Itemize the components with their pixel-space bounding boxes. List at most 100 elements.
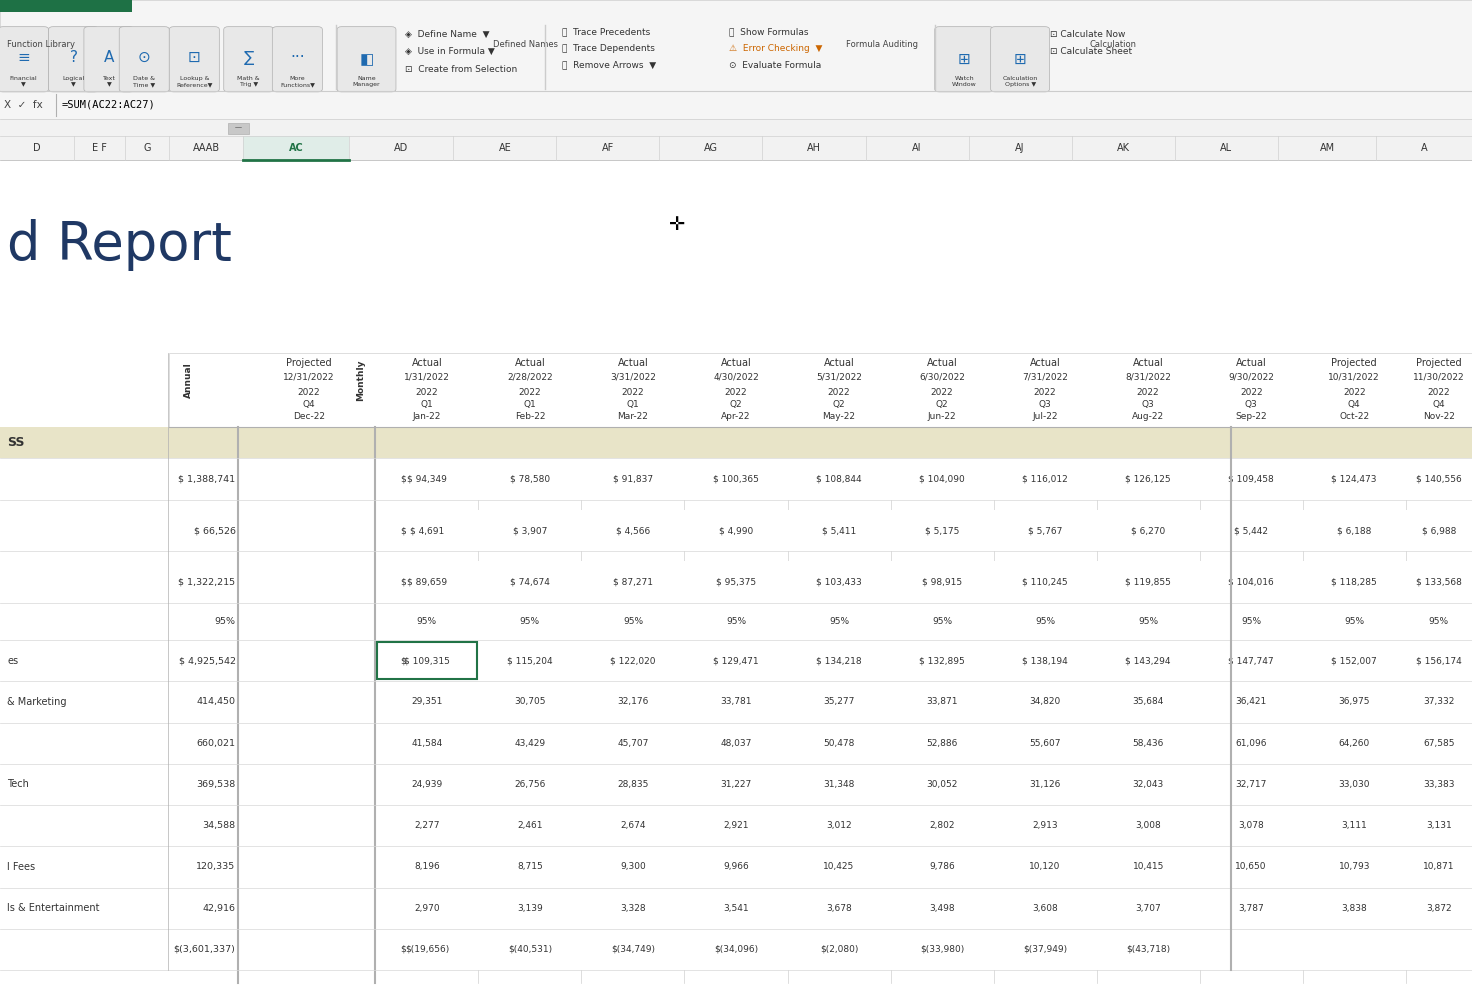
Text: ∑: ∑: [244, 49, 253, 65]
Text: Feb-22: Feb-22: [515, 412, 545, 422]
FancyBboxPatch shape: [224, 27, 274, 92]
Text: es: es: [7, 656, 19, 666]
Text: $ 122,020: $ 122,020: [611, 656, 655, 665]
Text: $(33,980): $(33,980): [920, 945, 964, 954]
Text: $(37,949): $(37,949): [1023, 945, 1067, 954]
Text: $ 89,659: $ 89,659: [406, 578, 447, 587]
Text: $ 134,218: $ 134,218: [817, 656, 861, 665]
Text: ⬜  Show Formulas: ⬜ Show Formulas: [729, 27, 808, 37]
Text: $ 110,245: $ 110,245: [1023, 578, 1067, 587]
Text: $: $: [400, 474, 406, 483]
Text: 2,277: 2,277: [414, 821, 440, 830]
Text: Nov-22: Nov-22: [1423, 412, 1454, 422]
Text: Jul-22: Jul-22: [1032, 412, 1058, 422]
Text: 8,196: 8,196: [414, 863, 440, 871]
Text: 2022: 2022: [1428, 387, 1450, 397]
Text: 1/31/2022: 1/31/2022: [403, 372, 450, 382]
Text: 2,461: 2,461: [517, 821, 543, 830]
Text: 2022: 2022: [1342, 387, 1366, 397]
Text: ◈  Define Name  ▼: ◈ Define Name ▼: [405, 30, 489, 40]
Text: 34,820: 34,820: [1029, 698, 1061, 706]
Text: Function Library: Function Library: [7, 40, 75, 49]
Text: $ 5,442: $ 5,442: [1234, 526, 1269, 535]
Text: 2022: 2022: [297, 387, 321, 397]
Text: ⊞: ⊞: [1014, 51, 1026, 67]
Text: $ 103,433: $ 103,433: [815, 578, 863, 587]
Bar: [0, 510, 1472, 551]
Text: AG: AG: [704, 143, 718, 153]
Text: 55,607: 55,607: [1029, 739, 1061, 748]
Text: Actual: Actual: [1030, 358, 1060, 368]
Text: 2022: 2022: [1033, 387, 1057, 397]
Bar: [228, 123, 249, 134]
Text: Actual: Actual: [515, 358, 545, 368]
Text: $ 5,767: $ 5,767: [1027, 526, 1063, 535]
Text: $ 1,322,215: $ 1,322,215: [178, 578, 236, 587]
Text: Q1: Q1: [627, 399, 639, 409]
Bar: [0, 561, 1472, 603]
Text: $(3,601,337): $(3,601,337): [174, 945, 236, 954]
Text: 28,835: 28,835: [617, 780, 649, 788]
Text: $ 132,895: $ 132,895: [919, 656, 966, 665]
Text: —: —: [236, 124, 241, 130]
Text: $ 109,458: $ 109,458: [1228, 474, 1275, 483]
Text: —: —: [236, 124, 241, 130]
Text: 3,678: 3,678: [826, 904, 852, 913]
Text: ⊡ Calculate Sheet: ⊡ Calculate Sheet: [1050, 46, 1132, 56]
Text: 2,913: 2,913: [1032, 821, 1058, 830]
Text: 50,478: 50,478: [823, 739, 855, 748]
Text: Logical
▼: Logical ▼: [62, 76, 85, 87]
Text: 64,260: 64,260: [1338, 739, 1370, 748]
Text: 24,939: 24,939: [411, 780, 443, 788]
Text: 3,139: 3,139: [517, 904, 543, 913]
Text: 67,585: 67,585: [1423, 739, 1454, 748]
Text: ⚠  Error Checking  ▼: ⚠ Error Checking ▼: [729, 43, 821, 53]
Text: AJ: AJ: [1016, 143, 1025, 153]
Text: $ 1,388,741: $ 1,388,741: [178, 474, 236, 483]
Text: $: $: [400, 526, 406, 535]
Text: 95%: 95%: [1344, 617, 1365, 625]
FancyBboxPatch shape: [84, 27, 134, 92]
Bar: [0, 91, 1472, 119]
Text: Actual: Actual: [1236, 358, 1266, 368]
Text: Projected: Projected: [1416, 358, 1462, 368]
Text: 660,021: 660,021: [197, 739, 236, 748]
Text: 52,886: 52,886: [926, 739, 958, 748]
Bar: [0, 722, 1472, 764]
Text: ⬜  Trace Dependents: ⬜ Trace Dependents: [562, 43, 655, 53]
Text: $ 115,204: $ 115,204: [508, 656, 552, 665]
Text: 2022: 2022: [1239, 387, 1263, 397]
Text: 3,872: 3,872: [1426, 904, 1451, 913]
Text: 10,425: 10,425: [823, 863, 855, 871]
Text: Projected: Projected: [287, 358, 331, 368]
Text: Actual: Actual: [721, 358, 751, 368]
Text: Jan-22: Jan-22: [412, 412, 442, 422]
Text: 3,008: 3,008: [1135, 821, 1161, 830]
Text: 95%: 95%: [1429, 617, 1448, 625]
Text: $ 4,566: $ 4,566: [615, 526, 651, 535]
Text: $ 95,375: $ 95,375: [715, 578, 757, 587]
Text: Tech: Tech: [7, 780, 29, 789]
Text: $ 3,907: $ 3,907: [512, 526, 548, 535]
Text: ⊡ Calculate Now: ⊡ Calculate Now: [1050, 30, 1125, 40]
Text: =SUM(AC22:AC27): =SUM(AC22:AC27): [62, 100, 156, 110]
Text: AE: AE: [499, 143, 511, 153]
Text: 95%: 95%: [215, 617, 236, 625]
Text: Monthly: Monthly: [356, 359, 365, 401]
Text: $ 108,844: $ 108,844: [817, 474, 861, 483]
Text: $ 143,294: $ 143,294: [1126, 656, 1170, 665]
Text: $ 6,988: $ 6,988: [1422, 526, 1456, 535]
Bar: [169, 353, 1472, 427]
FancyBboxPatch shape: [0, 0, 1472, 91]
Text: 95%: 95%: [829, 617, 849, 625]
Text: 34,588: 34,588: [202, 821, 236, 830]
Text: 3,707: 3,707: [1135, 904, 1161, 913]
Text: 2,970: 2,970: [414, 904, 440, 913]
Text: 3,012: 3,012: [826, 821, 852, 830]
Text: 32,043: 32,043: [1132, 780, 1164, 788]
Text: G: G: [143, 143, 152, 153]
Text: Q3: Q3: [1245, 399, 1257, 409]
Text: 2022: 2022: [827, 387, 851, 397]
Text: 8,715: 8,715: [517, 863, 543, 871]
Bar: [0, 160, 1472, 988]
